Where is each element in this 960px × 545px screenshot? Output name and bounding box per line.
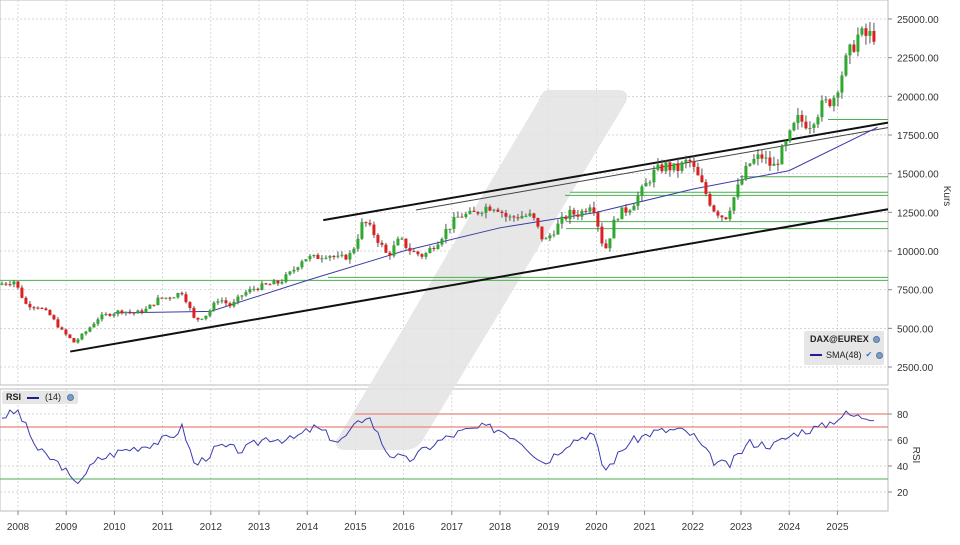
svg-text:60: 60 bbox=[897, 436, 909, 447]
rsi-title: RSI bbox=[6, 392, 22, 402]
sma-swatch-icon bbox=[810, 354, 822, 356]
rsi-panel[interactable] bbox=[0, 388, 889, 512]
rsi-legend: RSI (14) bbox=[2, 391, 79, 404]
settings-icon[interactable] bbox=[876, 351, 884, 359]
legend-instrument: DAX@EUREX bbox=[810, 334, 869, 344]
svg-text:2013: 2013 bbox=[248, 522, 271, 533]
settings-icon[interactable] bbox=[872, 335, 880, 343]
rsi-axis-label: RSI bbox=[910, 447, 921, 464]
rsi-period: (14) bbox=[45, 392, 62, 402]
svg-text:2017: 2017 bbox=[441, 522, 464, 533]
svg-text:2020: 2020 bbox=[585, 522, 608, 533]
svg-text:7500.00: 7500.00 bbox=[897, 286, 934, 297]
svg-text:40: 40 bbox=[897, 462, 909, 473]
trend-lines[interactable] bbox=[70, 121, 889, 353]
svg-text:5000.00: 5000.00 bbox=[897, 324, 934, 335]
svg-text:25000.00: 25000.00 bbox=[897, 15, 939, 26]
svg-text:17500.00: 17500.00 bbox=[897, 131, 939, 142]
svg-text:2024: 2024 bbox=[778, 522, 801, 533]
settings-icon[interactable] bbox=[67, 394, 75, 401]
svg-text:2025: 2025 bbox=[826, 522, 849, 533]
support-lines[interactable] bbox=[0, 119, 888, 281]
legend-sma-label: SMA(48) bbox=[826, 350, 862, 360]
svg-text:20000.00: 20000.00 bbox=[897, 92, 939, 103]
svg-text:12500.00: 12500.00 bbox=[897, 208, 939, 219]
rsi-reference-lines bbox=[0, 413, 888, 480]
svg-text:2010: 2010 bbox=[103, 522, 126, 533]
time-axis: 2008 2009 2010 2011 2012 2013 2014 2015 2016 2017… bbox=[7, 511, 849, 533]
svg-text:20: 20 bbox=[897, 488, 909, 499]
svg-text:10000.00: 10000.00 bbox=[897, 247, 939, 258]
svg-text:2022: 2022 bbox=[682, 522, 705, 533]
svg-text:2016: 2016 bbox=[392, 522, 415, 533]
svg-text:2008: 2008 bbox=[7, 522, 30, 533]
candlesticks bbox=[0, 22, 876, 344]
svg-text:2015: 2015 bbox=[344, 522, 367, 533]
sma-line bbox=[114, 126, 878, 314]
price-axis: 25000.00 22500.00 20000.00 17500.00 15000.00… bbox=[888, 15, 939, 374]
rsi-axis: 80 60 40 20 bbox=[888, 410, 909, 499]
svg-text:80: 80 bbox=[897, 410, 909, 421]
svg-text:15000.00: 15000.00 bbox=[897, 170, 939, 181]
svg-text:2012: 2012 bbox=[200, 522, 223, 533]
svg-text:2009: 2009 bbox=[55, 522, 78, 533]
svg-text:2019: 2019 bbox=[537, 522, 560, 533]
rsi-line bbox=[1, 409, 874, 485]
svg-text:2011: 2011 bbox=[152, 522, 174, 533]
visibility-check-icon[interactable]: ✔ bbox=[865, 350, 873, 359]
svg-text:2023: 2023 bbox=[730, 522, 753, 533]
price-axis-label: Kurs bbox=[941, 186, 952, 207]
svg-text:2021: 2021 bbox=[633, 522, 656, 533]
rsi-swatch-icon bbox=[27, 396, 40, 399]
svg-text:2014: 2014 bbox=[296, 522, 319, 533]
svg-text:22500.00: 22500.00 bbox=[897, 54, 939, 65]
svg-text:2018: 2018 bbox=[489, 522, 512, 533]
svg-text:2500.00: 2500.00 bbox=[897, 363, 934, 374]
price-legend: DAX@EUREX SMA(48) ✔ bbox=[804, 331, 884, 365]
